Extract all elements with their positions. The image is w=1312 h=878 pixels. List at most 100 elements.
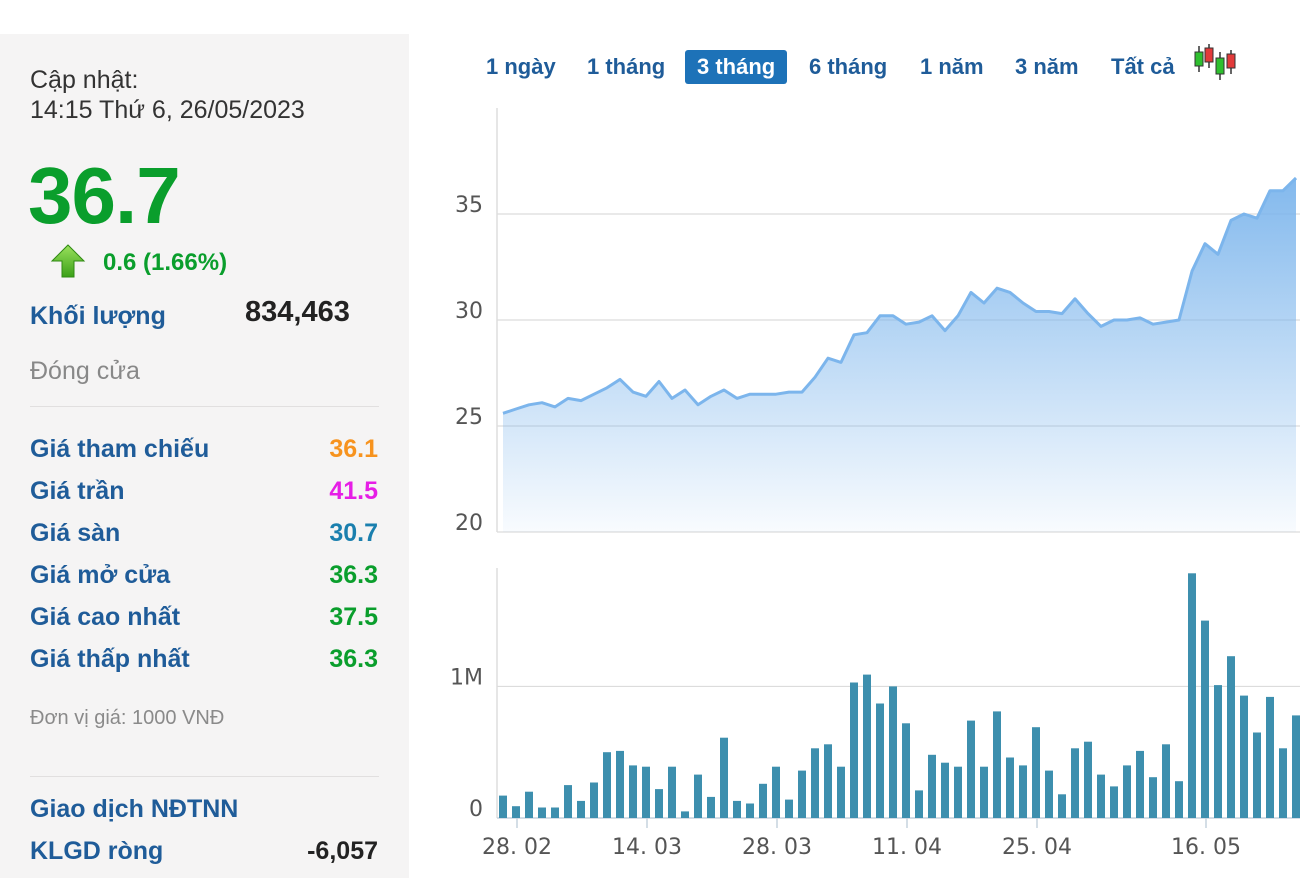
tab-1-day[interactable]: 1 ngày xyxy=(486,54,556,79)
volume-bar xyxy=(590,782,598,818)
y-tick-label: 30 xyxy=(455,299,483,324)
tab-6-months[interactable]: 6 tháng xyxy=(809,54,888,79)
volume-bar xyxy=(577,800,585,818)
y-tick-label: 35 xyxy=(455,193,483,218)
volume-bar xyxy=(629,765,637,818)
x-tick-label: 11. 04 xyxy=(872,835,942,860)
volume-bar xyxy=(733,800,741,818)
y-tick-label: 20 xyxy=(455,511,483,536)
volume-bar xyxy=(655,789,663,818)
ref-price-value: 36.1 xyxy=(329,435,378,463)
volume-bar xyxy=(1162,744,1170,818)
volume-bar xyxy=(746,803,754,818)
volume-bar xyxy=(1188,573,1196,818)
update-label: Cập nhật: xyxy=(30,66,139,94)
ref-price-label: Giá tham chiếu xyxy=(30,435,210,463)
volume-bar xyxy=(1266,696,1274,818)
volume-bar xyxy=(642,766,650,818)
x-tick-label: 16. 05 xyxy=(1171,835,1241,860)
volume-bar xyxy=(512,806,520,818)
tab-3-months[interactable]: 3 tháng xyxy=(685,50,788,84)
volume-bar xyxy=(1110,786,1118,818)
volume-bar xyxy=(1084,741,1092,818)
volume-bar xyxy=(1045,770,1053,818)
volume-bar xyxy=(1227,656,1235,818)
volume-bar xyxy=(1292,715,1300,818)
foreign-trade-title: Giao dịch NĐTNN xyxy=(30,795,239,823)
volume-bar xyxy=(681,811,689,818)
divider xyxy=(30,776,379,777)
x-tick-label: 25. 04 xyxy=(1002,835,1072,860)
volume-bar xyxy=(837,766,845,818)
volume-bar xyxy=(785,799,793,818)
volume-bar xyxy=(1006,757,1014,818)
volume-bar xyxy=(525,791,533,818)
volume-label: Khối lượng xyxy=(30,302,166,330)
volume-bars xyxy=(499,573,1300,818)
ceiling-price-value: 41.5 xyxy=(329,477,378,505)
current-price: 36.7 xyxy=(28,151,181,240)
volume-bar xyxy=(1019,765,1027,818)
ceiling-price-label: Giá trần xyxy=(30,477,125,505)
volume-bar xyxy=(811,748,819,818)
x-tick-label: 14. 03 xyxy=(612,835,682,860)
volume-bar xyxy=(1097,774,1105,818)
candlestick-icon[interactable] xyxy=(1193,42,1237,82)
volume-bar xyxy=(876,703,884,818)
volume-bar xyxy=(1071,748,1079,818)
divider xyxy=(30,406,379,407)
price-y-axis: 20 25 30 35 xyxy=(455,193,483,536)
price-series xyxy=(502,176,1298,532)
open-price-label: Giá mở cửa xyxy=(30,561,171,589)
volume-bar xyxy=(980,766,988,818)
volume-bar xyxy=(551,807,559,818)
net-volume-label: KLGD ròng xyxy=(30,837,164,865)
volume-bar xyxy=(707,796,715,818)
floor-price-value: 30.7 xyxy=(329,519,378,547)
volume-bar xyxy=(1279,748,1287,818)
volume-bar xyxy=(720,737,728,818)
volume-bar xyxy=(1175,781,1183,818)
price-area xyxy=(503,178,1296,532)
low-price-value: 36.3 xyxy=(329,645,378,673)
stock-info-panel: Cập nhật: 14:15 Thứ 6, 26/05/2023 36.7 0… xyxy=(0,34,409,878)
high-price-value: 37.5 xyxy=(329,603,378,631)
volume-bar xyxy=(889,686,897,818)
tab-3-years[interactable]: 3 năm xyxy=(1015,54,1079,79)
close-status: Đóng cửa xyxy=(30,357,140,385)
volume-bar xyxy=(1201,620,1209,818)
volume-bar xyxy=(616,750,624,818)
volume-bar xyxy=(1123,765,1131,818)
volume-bar xyxy=(694,774,702,818)
y-tick-label: 25 xyxy=(455,405,483,430)
price-change: 0.6 (1.66%) xyxy=(103,249,228,276)
volume-bar xyxy=(1253,732,1261,818)
date-x-axis: 28. 02 14. 03 28. 03 11. 04 25. 04 16. 05 xyxy=(482,818,1241,860)
volume-bar xyxy=(798,770,806,818)
open-price-value: 36.3 xyxy=(329,561,378,589)
update-time: 14:15 Thứ 6, 26/05/2023 xyxy=(30,96,305,124)
volume-bar xyxy=(941,762,949,818)
volume-bar xyxy=(993,711,1001,818)
volume-bar xyxy=(824,744,832,818)
volume-bar xyxy=(538,807,546,818)
tab-1-year[interactable]: 1 năm xyxy=(920,54,984,79)
volume-bar xyxy=(1058,794,1066,818)
up-arrow-icon xyxy=(50,244,86,278)
volume-bar xyxy=(915,790,923,818)
x-tick-label: 28. 02 xyxy=(482,835,552,860)
net-volume-value: -6,057 xyxy=(307,837,378,865)
x-tick-label: 28. 03 xyxy=(742,835,812,860)
volume-bar xyxy=(863,674,871,818)
high-price-label: Giá cao nhất xyxy=(30,603,181,631)
tab-1-month[interactable]: 1 tháng xyxy=(587,54,666,79)
volume-bar xyxy=(772,766,780,818)
floor-price-label: Giá sàn xyxy=(30,519,121,547)
volume-bar xyxy=(603,752,611,818)
volume-bar xyxy=(1032,727,1040,818)
volume-bar xyxy=(759,783,767,818)
y-tick-label: 1M xyxy=(450,665,483,690)
tab-all[interactable]: Tất cả xyxy=(1111,54,1175,79)
volume-bar xyxy=(902,723,910,818)
